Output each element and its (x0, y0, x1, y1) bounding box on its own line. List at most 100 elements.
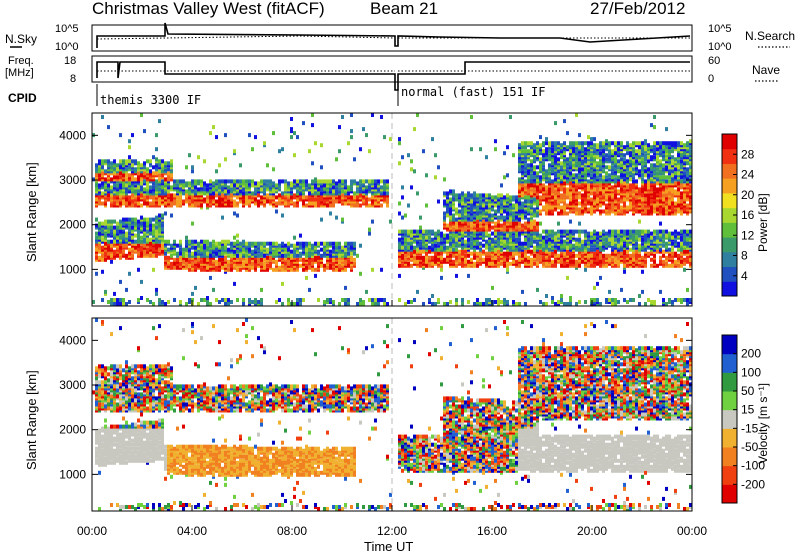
data-cell (206, 296, 209, 300)
data-cell (296, 135, 299, 140)
data-cell (296, 302, 299, 306)
data-cell (167, 189, 170, 194)
data-cell (233, 211, 236, 216)
data-cell (128, 165, 131, 170)
data-cell (560, 205, 563, 210)
data-cell (104, 225, 107, 230)
data-cell (149, 185, 152, 190)
data-cell (248, 133, 251, 138)
data-cell (485, 225, 488, 230)
data-cell (371, 179, 374, 184)
data-cell (314, 241, 317, 246)
data-cell (113, 219, 116, 224)
data-cell (560, 165, 563, 170)
data-cell (431, 237, 434, 242)
data-cell (233, 203, 236, 208)
data-cell (596, 171, 599, 176)
data-cell (455, 263, 458, 268)
data-cell (419, 255, 422, 260)
data-cell (341, 217, 344, 222)
data-cell (584, 147, 587, 152)
data-cell (200, 267, 203, 272)
data-cell (551, 195, 554, 200)
data-cell (500, 235, 503, 240)
data-cell (287, 241, 290, 246)
data-cell (122, 217, 125, 222)
data-cell (431, 229, 434, 234)
data-cell (569, 181, 572, 186)
data-cell (428, 229, 431, 234)
data-cell (287, 259, 290, 264)
data-cell (182, 191, 185, 196)
data-cell (101, 159, 104, 164)
data-cell (581, 177, 584, 182)
data-cell (566, 177, 569, 182)
data-cell (152, 223, 155, 228)
data-cell (170, 213, 173, 218)
data-cell (101, 171, 104, 176)
data-cell (224, 239, 227, 244)
data-cell (602, 141, 605, 146)
data-cell (128, 217, 131, 222)
data-cell (554, 235, 557, 240)
data-cell (125, 217, 128, 222)
data-cell (311, 197, 314, 202)
data-cell (254, 263, 257, 268)
data-cell (566, 157, 569, 162)
data-cell (563, 239, 566, 244)
data-cell (584, 239, 587, 244)
data-cell (344, 241, 347, 246)
data-cell (356, 197, 359, 202)
data-cell (194, 253, 197, 258)
data-cell (491, 195, 494, 200)
data-cell (518, 257, 521, 262)
data-cell (152, 197, 155, 202)
data-cell (350, 197, 353, 202)
data-cell (608, 209, 611, 214)
data-cell (215, 135, 218, 140)
data-cell (485, 239, 488, 244)
data-cell (110, 231, 113, 236)
data-cell (407, 300, 410, 304)
data-cell (110, 298, 113, 302)
data-cell (185, 165, 188, 170)
data-cell (614, 263, 617, 268)
data-cell (575, 211, 578, 216)
data-cell (569, 235, 572, 240)
data-cell (197, 302, 200, 306)
data-cell (611, 229, 614, 234)
data-cell (599, 241, 602, 246)
data-cell (536, 195, 539, 200)
data-cell (272, 131, 275, 136)
data-cell (452, 235, 455, 240)
data-cell (176, 183, 179, 188)
data-cell (503, 298, 506, 302)
data-cell (482, 193, 485, 198)
data-cell (512, 153, 515, 158)
data-cell (509, 197, 512, 202)
data-cell (260, 302, 263, 306)
data-cell (503, 225, 506, 230)
data-cell (107, 159, 110, 164)
data-cell (182, 199, 185, 204)
data-cell (350, 195, 353, 200)
data-cell (551, 251, 554, 256)
data-cell (263, 253, 266, 258)
data-cell (554, 141, 557, 146)
data-cell (188, 199, 191, 204)
data-cell (260, 251, 263, 256)
data-cell (338, 149, 341, 154)
data-cell (149, 223, 152, 228)
data-cell (203, 253, 206, 258)
data-cell (449, 209, 452, 214)
data-cell (299, 298, 302, 302)
data-cell (338, 259, 341, 264)
data-cell (614, 302, 617, 306)
data-cell (287, 201, 290, 206)
data-cell (446, 233, 449, 238)
data-cell (179, 195, 182, 200)
data-cell (602, 169, 605, 174)
data-cell (215, 265, 218, 270)
data-cell (137, 243, 140, 248)
data-cell (608, 289, 611, 294)
